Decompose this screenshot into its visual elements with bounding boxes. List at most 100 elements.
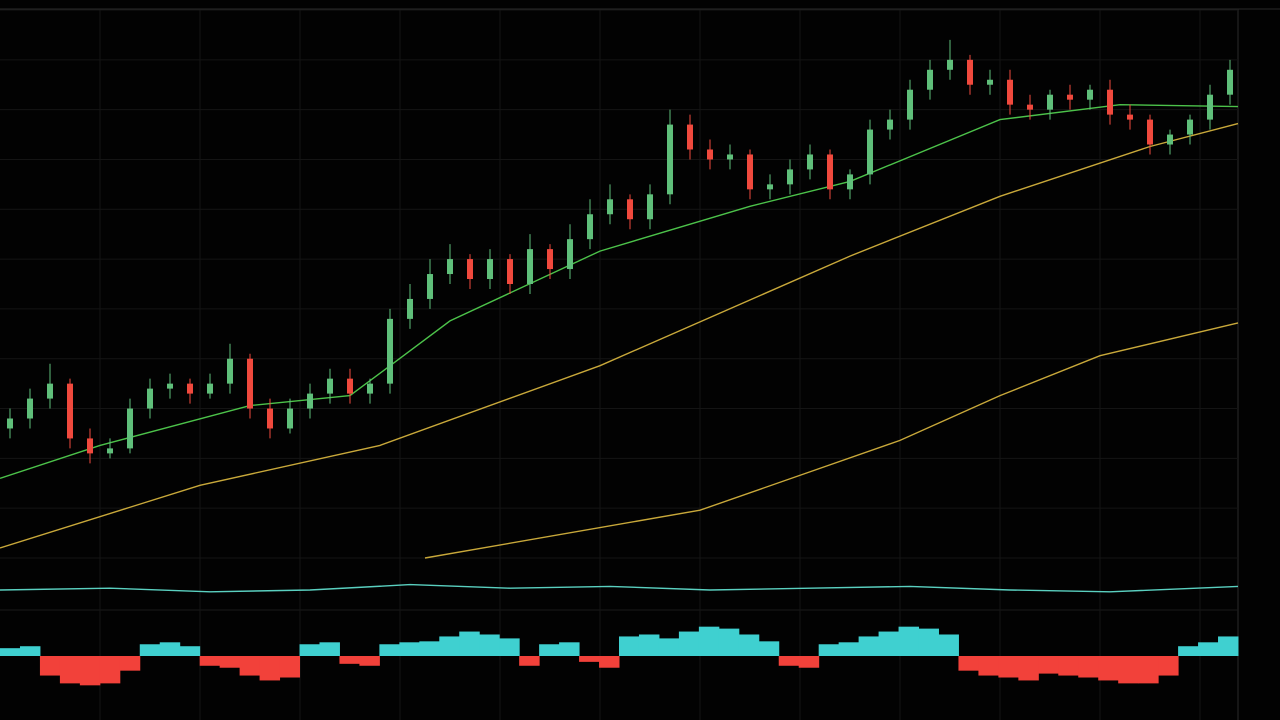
candle-body (527, 249, 533, 284)
histogram-bar (459, 631, 480, 656)
candle-body (1067, 94, 1073, 100)
histogram-bar (299, 644, 320, 656)
histogram-bar (39, 656, 61, 676)
histogram-bar (539, 644, 560, 656)
histogram-bar (718, 628, 740, 656)
candle-body (1047, 94, 1053, 110)
candle-body (167, 383, 173, 389)
candle-body (807, 154, 813, 170)
candle-body (647, 194, 653, 220)
candle-body (567, 239, 573, 270)
candle-body (1107, 89, 1113, 115)
histogram-bar (239, 656, 261, 676)
histogram-bar (918, 628, 939, 656)
candle-body (347, 378, 353, 394)
histogram-bar (499, 638, 520, 656)
candle-body (927, 69, 933, 90)
histogram-bar (119, 656, 141, 671)
histogram-bar (19, 646, 41, 656)
histogram-bar (519, 656, 540, 666)
histogram-bar (139, 644, 161, 656)
candle-body (227, 358, 233, 384)
candle-body (147, 388, 153, 409)
histogram-bar (1118, 656, 1139, 684)
candle-body (367, 383, 373, 394)
candle-body (827, 154, 833, 190)
histogram-bar (279, 656, 301, 678)
histogram-bar (878, 631, 900, 656)
candle-body (507, 259, 513, 284)
histogram-bar (379, 644, 400, 656)
candle-body (1227, 69, 1233, 95)
histogram-bar (798, 656, 820, 668)
candle-body (307, 393, 313, 409)
histogram-bar (219, 656, 241, 668)
candle-body (287, 408, 293, 429)
histogram-bar (419, 641, 440, 656)
candle-body (187, 383, 193, 394)
histogram-bar (599, 656, 620, 668)
oscillator-line (0, 583, 1239, 593)
moving-average (0, 103, 1239, 479)
candle-body (387, 318, 393, 384)
histogram-bar (1058, 656, 1079, 676)
candle-body (1187, 119, 1193, 135)
histogram-bar (479, 634, 500, 656)
histogram-bar (658, 638, 680, 656)
histogram-bar (1018, 656, 1039, 681)
candle-body (947, 59, 953, 70)
candle-body (1147, 119, 1153, 145)
histogram-bar (259, 656, 281, 681)
histogram-bar (978, 656, 999, 676)
candle-body (327, 378, 333, 394)
candle-body (627, 199, 633, 220)
moving-average (0, 122, 1239, 549)
histogram-bar (758, 641, 780, 656)
candle-body (107, 448, 113, 454)
candle-body (447, 259, 453, 275)
moving-average (424, 322, 1239, 559)
histogram-bar (399, 642, 420, 656)
candle-body (1007, 79, 1013, 105)
candle-body (1027, 104, 1033, 110)
histogram-bar (998, 656, 1019, 678)
histogram-bar (1138, 656, 1159, 684)
candle-body (907, 89, 913, 120)
histogram-bar (938, 634, 959, 656)
histogram-bar (559, 642, 580, 656)
histogram-bar (159, 642, 181, 656)
histogram-bar (199, 656, 221, 666)
candle-body (407, 298, 413, 319)
histogram-bar (1078, 656, 1099, 678)
histogram-bar (1198, 642, 1219, 656)
histogram-bar (619, 636, 640, 656)
histogram-bar (99, 656, 121, 684)
histogram-bar (359, 656, 380, 666)
histogram-bar (638, 634, 660, 656)
histogram-bar (698, 626, 720, 656)
candle-body (787, 169, 793, 185)
histogram-bar (838, 642, 860, 656)
candle-body (27, 398, 33, 419)
candle-body (127, 408, 133, 449)
histogram-bar (778, 656, 800, 666)
candle-body (887, 119, 893, 130)
histogram-bar (1158, 656, 1179, 676)
candle-body (747, 154, 753, 190)
histogram-bar (1178, 646, 1199, 656)
histogram-bar (579, 656, 600, 662)
histogram-bar (339, 656, 360, 664)
histogram-bar (898, 626, 920, 656)
histogram-bar (1038, 656, 1059, 674)
histogram-bar (79, 656, 101, 686)
candle-body (987, 79, 993, 85)
candle-body (1087, 89, 1093, 100)
candle-body (767, 184, 773, 190)
candle-body (687, 124, 693, 150)
candle-body (7, 418, 13, 429)
candle-body (967, 59, 973, 85)
histogram-bar (319, 642, 340, 656)
histogram-bar (179, 646, 201, 656)
